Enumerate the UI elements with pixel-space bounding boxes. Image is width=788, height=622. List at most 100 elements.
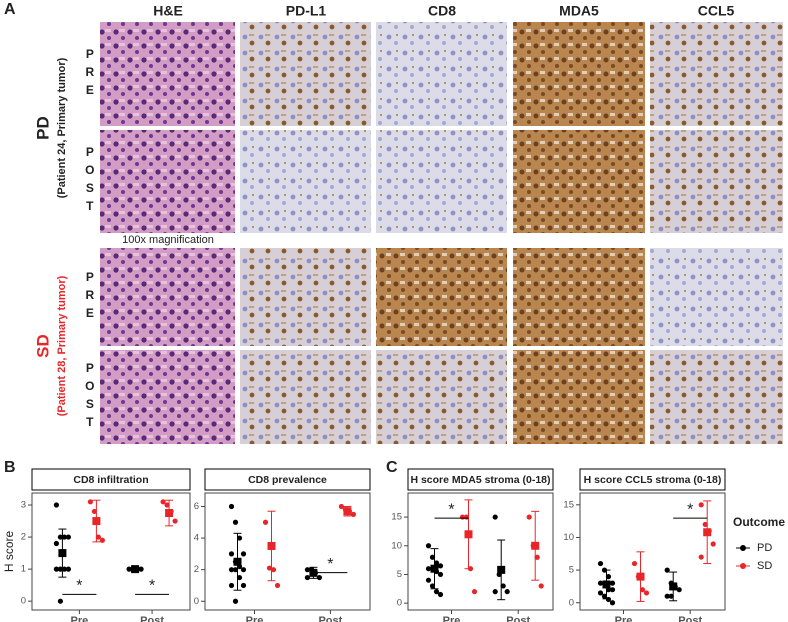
data-point — [274, 582, 281, 589]
image — [240, 248, 371, 346]
data-point — [609, 580, 616, 586]
y-tick-label: 15 — [563, 499, 574, 510]
data-point — [95, 534, 101, 540]
significance-star: * — [327, 556, 333, 573]
data-point — [57, 534, 64, 540]
mean-marker — [602, 580, 611, 589]
image — [650, 130, 783, 233]
data-point — [304, 574, 310, 581]
data-point — [99, 537, 105, 543]
significance-star: * — [448, 501, 454, 518]
data-point — [425, 543, 432, 549]
data-point — [605, 596, 612, 603]
image — [100, 248, 235, 346]
data-point — [437, 591, 444, 598]
data-point — [53, 540, 60, 547]
x-tick-label: Pre — [246, 615, 264, 622]
data-point — [240, 582, 247, 589]
data-point — [232, 598, 239, 604]
title-box — [31, 468, 191, 491]
image — [100, 350, 235, 444]
data-point — [609, 600, 616, 606]
image — [513, 22, 645, 126]
data-point — [53, 502, 60, 508]
title-box — [579, 468, 726, 491]
x-tick-label: Post — [506, 615, 530, 622]
legend-marker — [740, 563, 746, 569]
column-header: CCL5 — [698, 3, 735, 19]
data-point — [228, 567, 235, 573]
chart-title: H score MDA5 stroma (0-18) — [410, 474, 550, 486]
y-tick-label: 15 — [391, 512, 402, 523]
column-header: MDA5 — [559, 3, 599, 19]
mean-marker — [430, 564, 439, 573]
y-tick-label: 0 — [21, 596, 26, 607]
data-point — [425, 577, 432, 583]
x-tick-label: Post — [318, 615, 342, 622]
y-tick-label: 0 — [397, 598, 402, 609]
data-point — [266, 565, 273, 571]
data-point — [57, 598, 64, 604]
column-header: CD8 — [428, 3, 456, 19]
data-point — [65, 566, 71, 572]
image — [650, 350, 783, 444]
mean-marker — [233, 557, 242, 566]
data-point — [172, 518, 178, 524]
mean-marker — [343, 507, 352, 516]
data-point — [228, 503, 235, 510]
y-axis-label: H score — [2, 531, 16, 573]
data-point — [664, 567, 670, 573]
significance-star: * — [149, 578, 155, 595]
y-tick-label: 1 — [21, 564, 26, 575]
group-label: PD — [33, 116, 52, 140]
data-point — [664, 593, 670, 599]
data-point — [164, 502, 170, 508]
data-point — [160, 499, 166, 505]
y-tick-label: 0 — [569, 597, 574, 608]
mean-marker — [131, 565, 140, 574]
data-point — [631, 560, 638, 567]
data-point — [53, 566, 60, 572]
y-tick-label: 5 — [569, 565, 574, 576]
data-point — [492, 589, 498, 595]
image — [376, 130, 507, 233]
y-tick-label: 10 — [563, 532, 574, 543]
data-point — [710, 541, 716, 547]
image — [650, 248, 783, 346]
data-point — [597, 590, 604, 596]
data-point — [304, 567, 310, 573]
legend-title: Outcome — [733, 515, 785, 529]
x-tick-label: Pre — [71, 615, 89, 622]
data-point — [236, 535, 243, 541]
image — [100, 22, 235, 126]
x-tick-label: Post — [140, 615, 164, 622]
mean-marker — [497, 565, 506, 574]
mean-marker — [267, 541, 276, 550]
image — [376, 350, 507, 444]
data-point — [668, 593, 674, 599]
data-point — [639, 587, 646, 593]
mean-marker — [165, 509, 174, 518]
data-point — [240, 551, 247, 557]
panel-label: A — [4, 1, 16, 18]
data-point — [492, 514, 498, 520]
data-point — [597, 560, 604, 567]
data-point — [429, 583, 436, 589]
chart-title: H score CCL5 stroma (0-18) — [584, 474, 722, 486]
data-point — [270, 567, 277, 573]
data-point — [471, 589, 478, 595]
chart-title: CD8 infiltration — [73, 474, 148, 486]
data-point — [316, 574, 322, 581]
plot-frame — [579, 492, 726, 611]
data-point — [350, 511, 356, 517]
data-point — [87, 499, 93, 505]
data-point — [240, 567, 247, 573]
data-point — [262, 519, 269, 525]
y-tick-label: 10 — [391, 540, 402, 551]
plot-frame — [204, 492, 371, 611]
data-point — [433, 589, 440, 595]
timepoint-label: PRE — [83, 270, 97, 324]
mean-marker — [636, 572, 645, 581]
